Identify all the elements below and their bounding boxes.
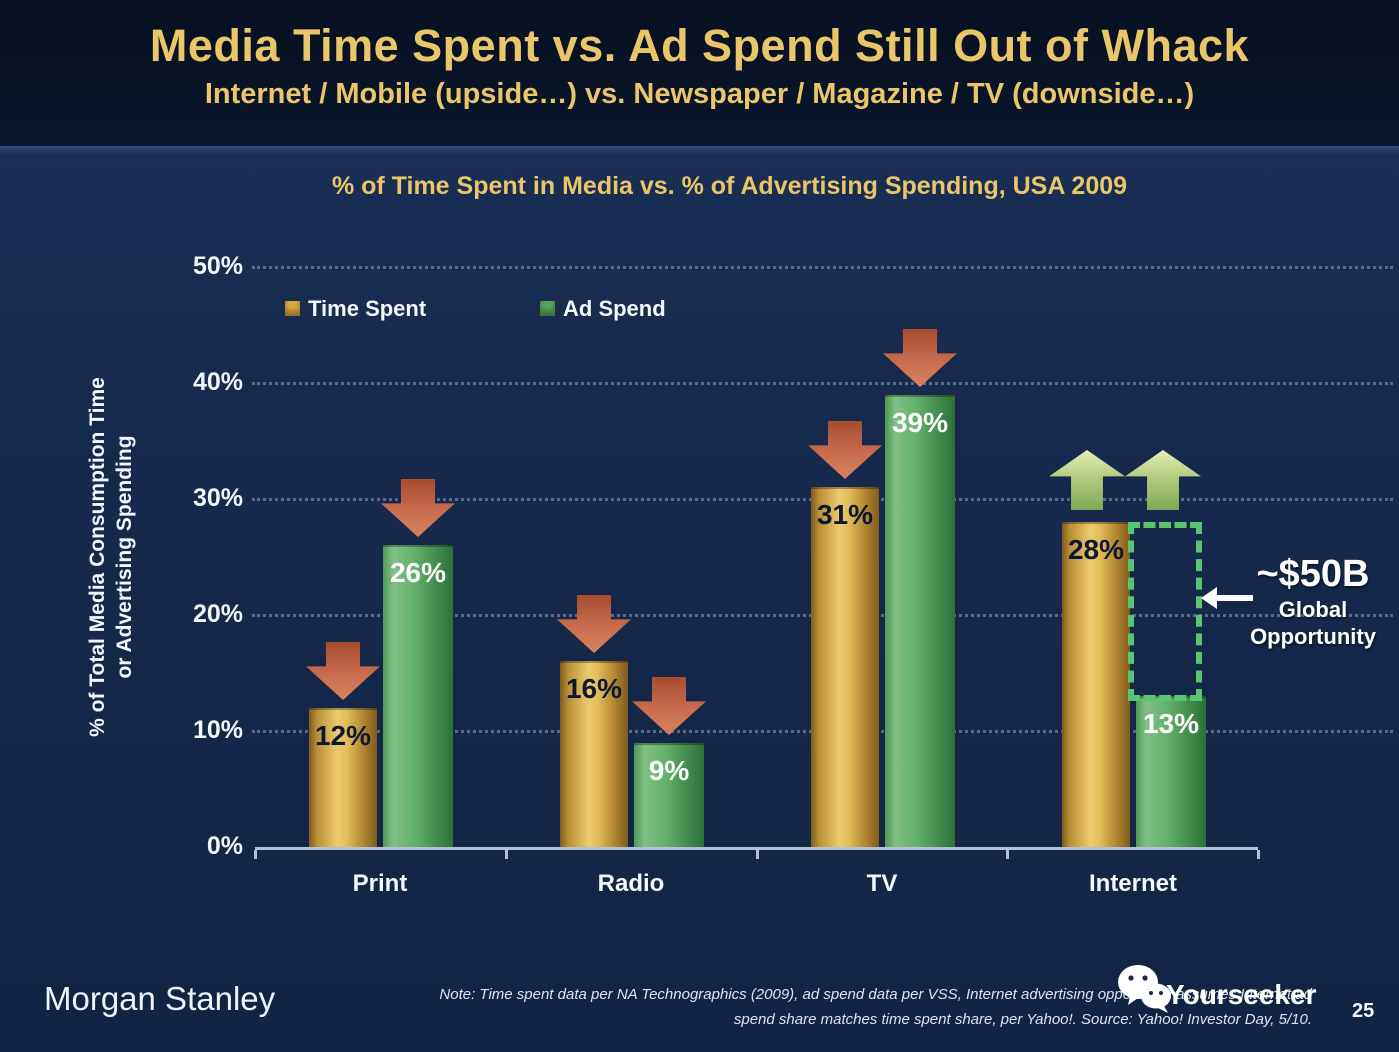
slide-subtitle: Internet / Mobile (upside…) vs. Newspape… (204, 78, 1195, 110)
x-axis-label-tv: TV (866, 870, 898, 897)
bar-value-ad-spend-internet: 13% (1142, 708, 1200, 739)
source-note: Note: Time spent data per NA Technograph… (320, 982, 1312, 1032)
down-arrow-time-spent-tv (808, 421, 882, 479)
bar-ad-spend-radio (634, 743, 704, 847)
bar-time-spent-radio (560, 661, 628, 847)
legend-swatch-ad-spend (540, 301, 555, 316)
morgan-stanley-logo: Morgan Stanley (44, 980, 276, 1017)
y-tick-label-30%: 30% (192, 484, 243, 512)
down-arrow-ad-spend-tv (883, 329, 957, 387)
bar-ad-spend-print (383, 545, 453, 847)
gridline-50% (252, 266, 1393, 269)
x-axis-line (255, 847, 1258, 850)
x-axis-label-radio: Radio (597, 870, 665, 897)
slide-title: Media Time Spent vs. Ad Spend Still Out … (149, 20, 1250, 71)
header-band: Media Time Spent vs. Ad Spend Still Out … (0, 0, 1399, 154)
source-note-line1: Note: Time spent data per NA Technograph… (439, 986, 1312, 1003)
bar-value-time-spent-internet: 28% (1067, 534, 1125, 565)
legend-label-ad-spend: Ad Spend (563, 296, 666, 321)
y-tick-label-10%: 10% (192, 716, 243, 744)
y-axis-label-line2: or Advertising Spending (113, 435, 136, 679)
down-arrow-ad-spend-radio (632, 677, 706, 735)
opportunity-label-line2: Opportunity (1250, 624, 1376, 649)
up-arrow-time-spent-internet (1049, 450, 1125, 510)
page-number: 25 (1352, 1000, 1375, 1022)
y-tick-label-0%: 0% (206, 832, 243, 860)
bar-value-ad-spend-radio: 9% (648, 755, 690, 786)
x-axis-tick (1257, 850, 1260, 859)
x-axis-tick (755, 850, 759, 859)
bar-value-ad-spend-print: 26% (389, 557, 447, 588)
bar-value-time-spent-tv: 31% (816, 499, 874, 530)
y-tick-label-40%: 40% (192, 368, 243, 396)
bar-ad-spend-internet (1136, 696, 1206, 847)
bar-value-time-spent-print: 12% (314, 720, 372, 751)
x-axis-tick (1006, 850, 1010, 859)
bar-ad-spend-tv (885, 395, 955, 847)
header-divider (0, 146, 1399, 154)
x-axis-tick (504, 850, 508, 859)
legend-label-time-spent: Time Spent (308, 296, 427, 321)
down-arrow-ad-spend-print (381, 479, 455, 537)
x-axis-tick (254, 850, 257, 859)
opportunity-value: ~$50B (1256, 553, 1370, 595)
bar-time-spent-internet (1062, 522, 1130, 847)
up-arrow-ad-spend-internet (1125, 450, 1201, 510)
opportunity-annotation: ~$50B Global Opportunity (1232, 552, 1394, 650)
down-arrow-time-spent-print (306, 642, 380, 700)
down-arrow-time-spent-radio (557, 595, 631, 653)
legend-swatch-time-spent (285, 301, 300, 316)
x-axis-label-internet: Internet (1088, 870, 1177, 897)
bar-value-time-spent-radio: 16% (565, 673, 623, 704)
x-axis-label-print: Print (352, 870, 408, 897)
wechat-icon (1118, 965, 1171, 1013)
bar-value-ad-spend-tv: 39% (891, 407, 949, 438)
yourseeker-watermark: Yourseeker (1166, 979, 1317, 1010)
y-tick-label-20%: 20% (192, 600, 243, 628)
y-tick-label-50%: 50% (192, 252, 243, 280)
gridline-40% (252, 382, 1393, 385)
opportunity-gap-box (1128, 522, 1202, 701)
bar-time-spent-print (309, 708, 377, 847)
chart-title: % of Time Spent in Media vs. % of Advert… (331, 172, 1128, 200)
y-axis-label: % of Total Media Consumption Time or Adv… (84, 337, 140, 777)
bar-time-spent-tv (811, 487, 879, 847)
opportunity-label-line1: Global (1278, 597, 1348, 622)
y-axis-label-line1: % of Total Media Consumption Time (86, 377, 109, 737)
left-arrow-icon (1201, 587, 1253, 609)
source-note-line2: spend share matches time spent share, pe… (733, 1011, 1312, 1028)
